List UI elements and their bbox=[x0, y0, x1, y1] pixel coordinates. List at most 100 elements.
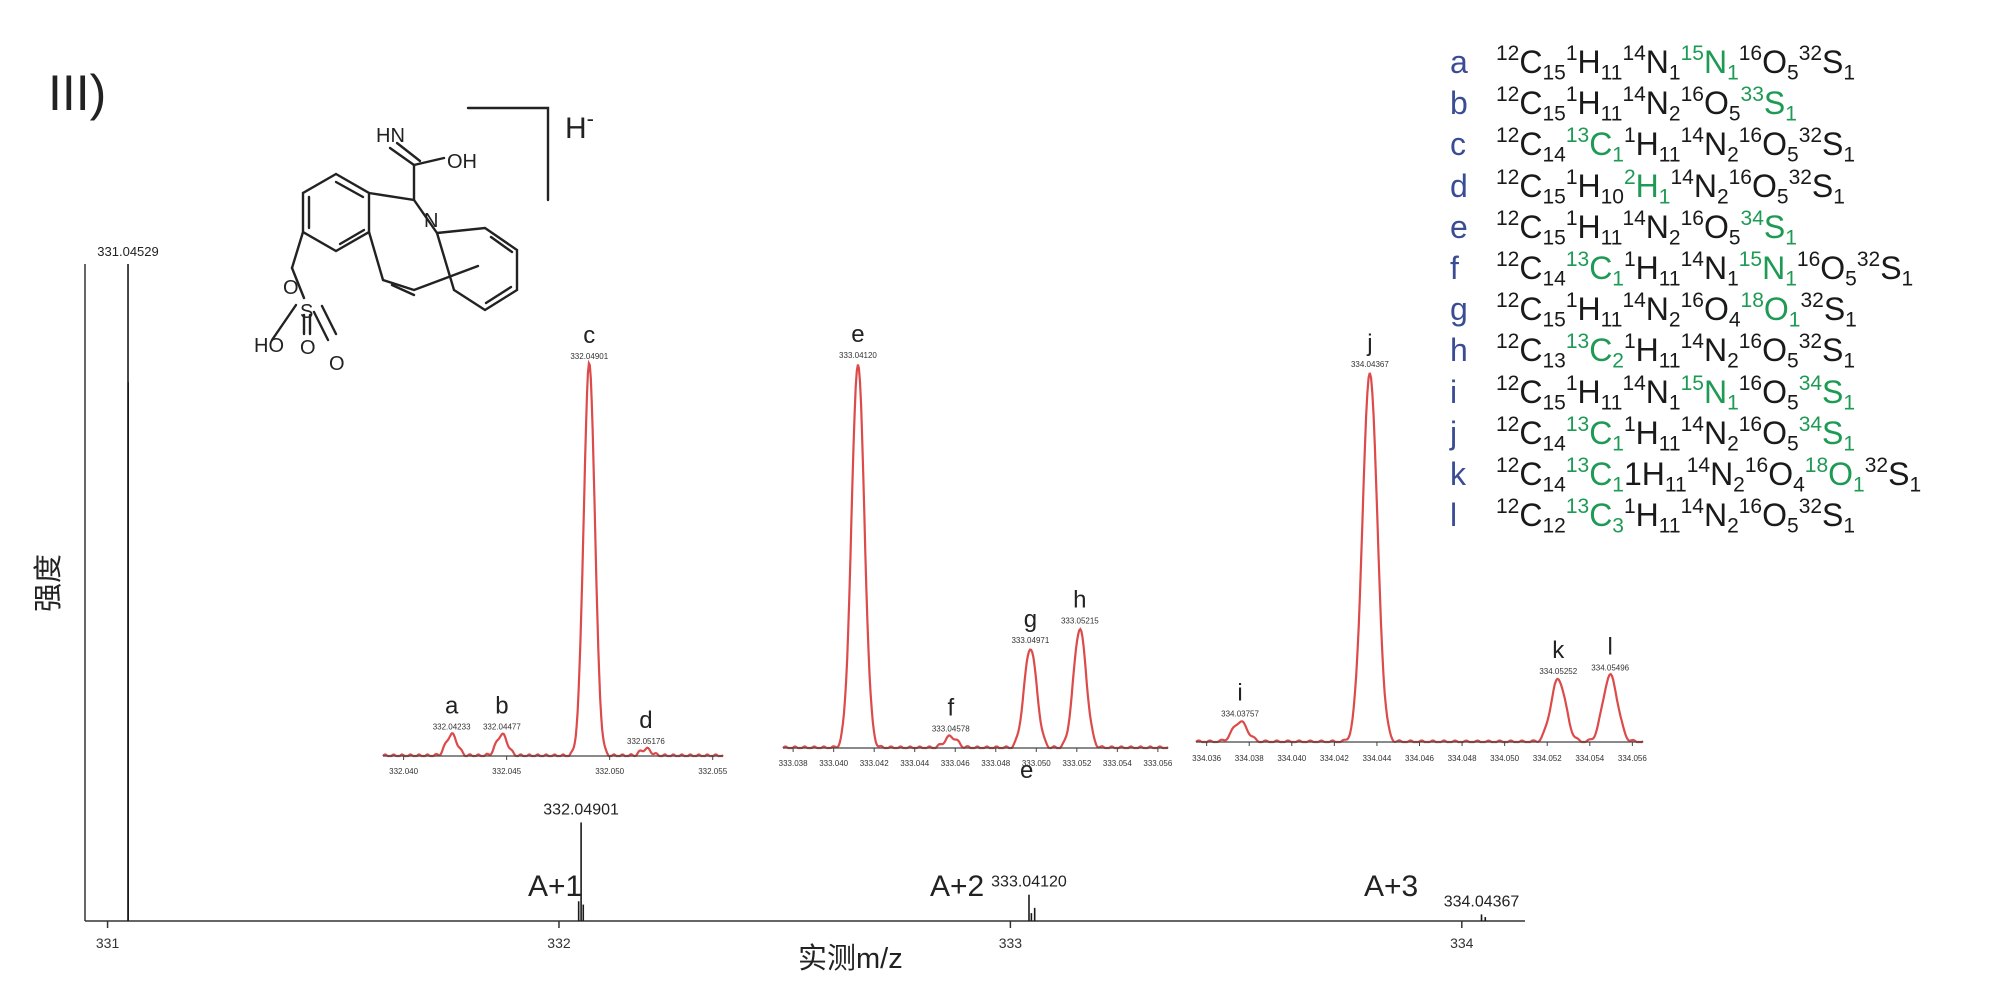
annotation-a-plus-3: A+3 bbox=[1364, 870, 1418, 903]
isotope-mass: 13 bbox=[1565, 330, 1590, 354]
formula-term: 1H11 bbox=[1624, 496, 1681, 537]
isotope-mass: 12 bbox=[1496, 206, 1520, 230]
formula-term: 14N2 bbox=[1670, 167, 1728, 208]
zoom-x-tick-label: 332.045 bbox=[492, 767, 521, 776]
atom-count: 5 bbox=[1787, 514, 1799, 538]
atom-count: 15 bbox=[1542, 103, 1566, 126]
formula-term: 1H11 bbox=[1566, 43, 1623, 84]
element-symbol: S bbox=[1822, 44, 1844, 81]
zoom-peak-letter: g bbox=[1024, 606, 1037, 633]
atom-count: 13 bbox=[1542, 350, 1566, 374]
isotope-mass: 16 bbox=[1738, 495, 1763, 519]
zoom-peak-letter: l bbox=[1608, 633, 1613, 660]
element-symbol: H bbox=[1635, 250, 1659, 287]
formula-term: 13C1 bbox=[1566, 414, 1624, 455]
formula-term: 32S1 bbox=[1799, 496, 1855, 537]
atom-count: 5 bbox=[1728, 103, 1741, 126]
element-symbol: C bbox=[1519, 167, 1543, 204]
element-symbol: O bbox=[1703, 85, 1729, 122]
atom-count: 11 bbox=[1664, 473, 1687, 497]
element-symbol: O bbox=[1703, 291, 1729, 328]
isotope-mass: 16 bbox=[1738, 371, 1763, 395]
legend-formula: 12C151H1114N216O534S1 bbox=[1496, 206, 1797, 249]
formula-term: 12C15 bbox=[1496, 167, 1566, 208]
isotope-mass: 12 bbox=[1496, 83, 1520, 107]
formula-term: 1H11 bbox=[1624, 456, 1687, 496]
element-symbol: O bbox=[1762, 373, 1787, 410]
isotope-mass: 14 bbox=[1622, 42, 1646, 66]
atom-count: 10 bbox=[1600, 185, 1624, 209]
legend-formula: 12C1413C11H1114N216O532S1 bbox=[1496, 124, 1855, 166]
atom-count: 1 bbox=[1727, 391, 1739, 415]
element-symbol: C bbox=[1519, 373, 1543, 410]
element-symbol: H bbox=[1635, 497, 1659, 534]
zoom-peak-mass-label: 334.04367 bbox=[1351, 360, 1389, 369]
legend-letter: h bbox=[1450, 332, 1468, 369]
isotope-mass: 16 bbox=[1738, 330, 1763, 354]
isotope-mass: 16 bbox=[1728, 165, 1752, 189]
zoom-x-tick-label: 334.042 bbox=[1320, 754, 1349, 763]
isotope-mass: 15 bbox=[1680, 42, 1704, 66]
isotope-mass: 12 bbox=[1496, 453, 1520, 477]
adduct-label: H- bbox=[565, 106, 594, 145]
zoom-peak-mass-label: 334.05496 bbox=[1591, 663, 1629, 672]
legend-row: c 12C1413C11H1114N216O532S1 bbox=[1450, 124, 1990, 166]
element-symbol: C bbox=[1589, 126, 1613, 163]
zoom-peak-mass-label: 333.04971 bbox=[1011, 636, 1049, 645]
element-symbol: O bbox=[1762, 332, 1787, 369]
legend-formula: 12C1413C11H1114N216O418O132S1 bbox=[1496, 453, 1921, 496]
atom-count: 1 bbox=[1833, 185, 1845, 209]
zoom-x-tick-label: 334.052 bbox=[1533, 754, 1562, 763]
formula-term: 14N2 bbox=[1681, 331, 1739, 372]
atom-count: 11 bbox=[1658, 267, 1681, 291]
formula-term: 16O5 bbox=[1681, 84, 1741, 125]
formula-term: 12C14 bbox=[1496, 124, 1566, 166]
atom-count: 1 bbox=[1668, 61, 1681, 85]
isotope-mass: 32 bbox=[1798, 124, 1823, 148]
legend-letter: k bbox=[1450, 455, 1466, 492]
isotope-mass: 13 bbox=[1565, 453, 1590, 477]
element-symbol: H bbox=[1577, 85, 1601, 122]
isotope-mass: 13 bbox=[1565, 495, 1590, 519]
atom-count: 11 bbox=[1658, 350, 1681, 374]
element-symbol: N bbox=[1703, 126, 1728, 163]
legend-row: b 12C151H1114N216O533S1 bbox=[1450, 83, 1990, 126]
legend-row: g 12C151H1114N216O418O132S1 bbox=[1450, 289, 1990, 331]
element-symbol: S bbox=[1822, 332, 1844, 369]
element-symbol: S bbox=[1888, 455, 1910, 492]
isotope-mass: 32 bbox=[1788, 165, 1812, 189]
atom-count: 1 bbox=[1785, 226, 1797, 250]
isotope-mass: 1 bbox=[1565, 371, 1578, 395]
isotope-mass: 1 bbox=[1623, 330, 1636, 354]
formula-term: 18O1 bbox=[1805, 455, 1865, 496]
zoom-x-tick-label: 334.040 bbox=[1277, 754, 1306, 763]
legend-letter: g bbox=[1450, 291, 1468, 328]
zoom-x-tick-label: 333.042 bbox=[860, 759, 889, 768]
atom-count: 5 bbox=[1787, 391, 1799, 415]
formula-term: 2H1 bbox=[1624, 167, 1670, 208]
zoom-peak-letter: f bbox=[947, 694, 954, 721]
isotope-mass: 32 bbox=[1864, 453, 1889, 477]
isotope-mass: 16 bbox=[1738, 412, 1763, 436]
isotope-mass: 1 bbox=[1565, 83, 1578, 107]
zoom-x-tick-label: 333.052 bbox=[1062, 759, 1091, 768]
atom-count: 2 bbox=[1727, 350, 1739, 374]
isotope-mass: 16 bbox=[1680, 206, 1704, 230]
formula-term: 12C14 bbox=[1496, 453, 1566, 496]
atom-count: 11 bbox=[1658, 514, 1681, 538]
isotope-mass: 12 bbox=[1496, 124, 1520, 148]
atom-count: 4 bbox=[1793, 473, 1805, 497]
zoom-peak-mass-label: 333.04120 bbox=[839, 351, 877, 360]
element-symbol: H bbox=[1635, 167, 1659, 204]
atom-count: 1 bbox=[1843, 61, 1856, 85]
formula-term: 14N2 bbox=[1681, 414, 1739, 455]
isotope-mass: 12 bbox=[1496, 248, 1520, 272]
isotope-mass: 12 bbox=[1496, 371, 1520, 395]
zoom-x-tick-label: 333.054 bbox=[1103, 759, 1132, 768]
isotope-mass: 18 bbox=[1740, 289, 1764, 313]
structure-label-n: N bbox=[424, 210, 438, 232]
isotope-mass: 1 bbox=[1565, 289, 1578, 313]
element-symbol: N bbox=[1703, 414, 1728, 451]
atom-count: 1 bbox=[1909, 473, 1922, 497]
